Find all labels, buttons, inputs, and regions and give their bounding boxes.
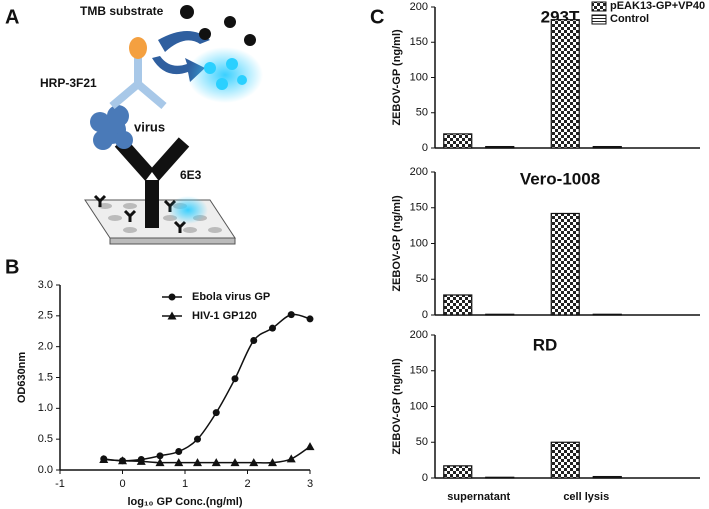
point — [306, 315, 314, 323]
bar — [485, 476, 515, 479]
y-tick-label: 50 — [416, 273, 428, 285]
x-tick-label: 3 — [307, 478, 313, 490]
diagram: TMB substrate HRP-3F21 virus 6E3 — [40, 4, 263, 245]
point — [249, 458, 259, 467]
y-tick-label: 1.5 — [38, 371, 53, 383]
legend-label: Control — [610, 13, 649, 25]
y-tick-label: 100 — [410, 71, 428, 83]
diagram-label: HRP-3F21 — [40, 76, 97, 90]
point — [156, 452, 164, 460]
chart-title: RD — [533, 335, 558, 354]
point — [193, 458, 202, 467]
y-axis-label: ZEBOV-GP (ng/ml) — [391, 29, 403, 126]
glow — [168, 196, 208, 224]
y-tick-label: 0.5 — [38, 433, 53, 445]
y-tick-label: 2.0 — [38, 341, 53, 353]
y-tick-label: 0 — [422, 142, 428, 154]
panel-label: B — [5, 256, 19, 278]
y-tick-label: 200 — [410, 166, 428, 178]
chart-title: Vero-1008 — [520, 169, 600, 188]
point — [286, 454, 296, 463]
point — [155, 458, 165, 467]
x-tick-label: supernatant — [447, 491, 510, 503]
bar — [550, 19, 580, 149]
substrate — [180, 5, 256, 46]
diagram-label: virus — [134, 119, 165, 134]
point — [268, 458, 277, 467]
product — [204, 58, 247, 90]
point — [212, 409, 220, 417]
reaction-arrow-top — [158, 31, 210, 52]
point — [136, 456, 146, 465]
product-glow — [187, 47, 263, 103]
y-tick-label: 100 — [410, 400, 428, 412]
y-axis-label: ZEBOV-GP (ng/ml) — [391, 358, 403, 455]
point — [174, 458, 184, 467]
bar — [485, 145, 515, 149]
arrow-tip — [146, 172, 158, 180]
point — [175, 448, 183, 455]
bar — [550, 212, 580, 316]
detection-antibody — [109, 58, 167, 110]
y-axis-label: OD630nm — [16, 352, 28, 404]
point — [231, 375, 239, 383]
bar — [485, 313, 515, 316]
hrp — [129, 37, 147, 59]
y-tick-label: 1.0 — [38, 402, 53, 414]
point — [287, 311, 295, 319]
point — [269, 324, 276, 332]
y-tick-label: 0 — [422, 472, 428, 484]
panel-label: A — [5, 6, 19, 28]
plate-edge — [109, 237, 236, 245]
y-tick-label: 150 — [410, 36, 428, 48]
bar — [550, 441, 580, 479]
legend-label: HIV-1 GP120 — [192, 310, 257, 322]
legend-label: Ebola virus GP — [192, 291, 270, 303]
panel-label: C — [370, 6, 384, 28]
y-tick-label: 200 — [410, 1, 428, 13]
point — [305, 442, 315, 451]
y-tick-label: 3.0 — [38, 279, 53, 291]
y-tick-label: 100 — [410, 237, 428, 249]
point — [118, 456, 127, 465]
point — [230, 458, 240, 467]
y-tick-label: 150 — [410, 202, 428, 214]
point — [211, 458, 221, 467]
legend-label: pEAK13-GP+VP40 — [610, 0, 705, 12]
x-tick-label: 2 — [244, 478, 250, 490]
y-tick-label: 0.0 — [38, 464, 53, 476]
bar — [443, 133, 473, 149]
legend-swatch — [591, 1, 607, 12]
y-tick-label: 50 — [416, 107, 428, 119]
x-tick-label: 1 — [182, 478, 188, 490]
x-tick-label: cell lysis — [563, 491, 609, 503]
virus-shape — [90, 105, 133, 150]
y-tick-label: 150 — [410, 365, 428, 377]
diagram-label: 6E3 — [180, 168, 202, 182]
y-tick-label: 50 — [416, 436, 428, 448]
series-line — [103, 445, 311, 464]
y-tick-label: 2.5 — [38, 310, 53, 322]
series-line — [103, 313, 311, 462]
bar — [592, 313, 622, 316]
y-tick-label: 0 — [422, 309, 428, 321]
point — [194, 435, 201, 443]
bar — [443, 465, 473, 479]
bar — [592, 145, 622, 149]
bar — [592, 475, 622, 479]
point — [250, 337, 258, 344]
diagram-label: TMB substrate — [80, 4, 164, 18]
y-tick-label: 200 — [410, 329, 428, 341]
x-axis-label: log₁₀ GP Conc.(ng/ml) — [127, 496, 242, 508]
bar — [443, 294, 473, 316]
y-axis-label: ZEBOV-GP (ng/ml) — [391, 195, 403, 292]
x-tick-label: -1 — [55, 478, 65, 490]
legend-swatch — [591, 14, 607, 25]
x-tick-label: 0 — [119, 478, 125, 490]
point — [99, 455, 109, 464]
